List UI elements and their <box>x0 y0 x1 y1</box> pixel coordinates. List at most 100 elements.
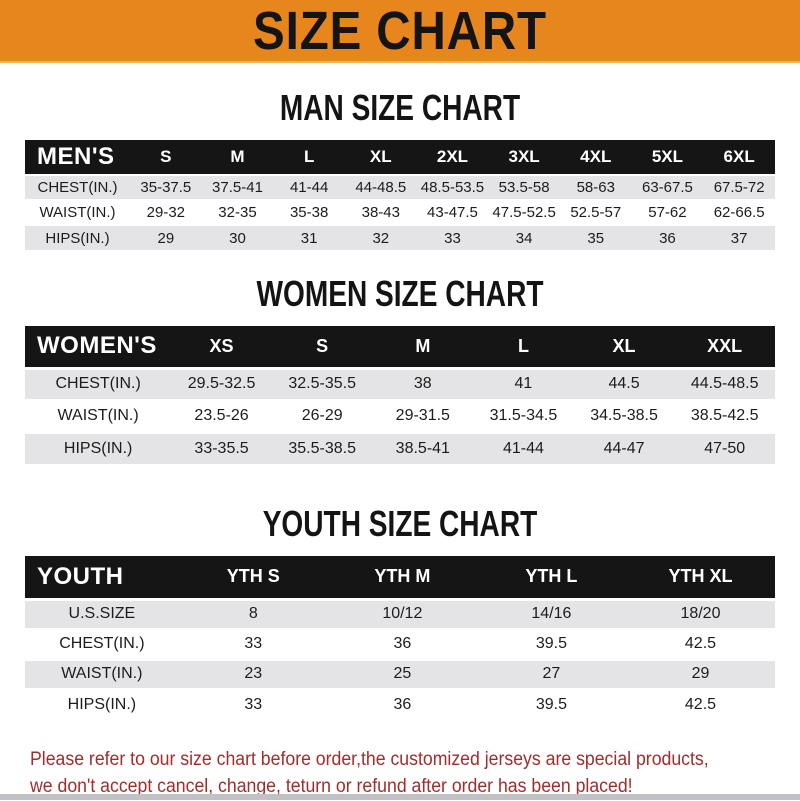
size-cell: 29-32 <box>130 199 202 225</box>
size-cell: 33 <box>178 627 328 659</box>
size-cell: 33 <box>178 687 328 719</box>
men-size-table: MEN'S S M L XL 2XL 3XL 4XL 5XL 6XL CHEST… <box>25 140 775 250</box>
women-group-header: WOMEN'S <box>25 326 172 368</box>
youth-section-title: YOUTH SIZE CHART <box>262 503 538 544</box>
size-cell: 44.5 <box>573 366 675 400</box>
row-label: CHEST(IN.) <box>25 174 130 200</box>
men-col-header: M <box>201 140 274 175</box>
row-label: WAIST(IN.) <box>25 199 130 225</box>
row-label: WAIST(IN.) <box>25 398 172 432</box>
size-cell: 33-35.5 <box>171 430 272 464</box>
banner: SIZE CHART <box>0 0 800 63</box>
women-col-header: XS <box>171 326 272 368</box>
women-waist-row: WAIST(IN.) 23.5-26 26-29 29-31.5 31.5-34… <box>25 398 775 432</box>
bottom-strip <box>0 794 800 800</box>
row-label: CHEST(IN.) <box>25 627 179 659</box>
size-cell: 37 <box>703 224 775 250</box>
size-cell: 44.5-48.5 <box>674 366 775 400</box>
size-cell: 35-38 <box>273 199 345 225</box>
women-hips-row: HIPS(IN.) 33-35.5 35.5-38.5 38.5-41 41-4… <box>25 430 775 464</box>
women-header-row: WOMEN'S XS S M L XL XXL <box>25 326 775 368</box>
women-col-header: M <box>372 326 474 368</box>
disclaimer-line-2: we don't accept cancel, change, teturn o… <box>30 775 633 797</box>
size-cell: 37.5-41 <box>201 174 274 200</box>
size-cell: 53.5-58 <box>488 174 560 200</box>
youth-size-table: YOUTH YTH S YTH M YTH L YTH XL U.S.SIZE … <box>25 556 775 719</box>
men-header-row: MEN'S S M L XL 2XL 3XL 4XL 5XL 6XL <box>25 140 775 175</box>
size-cell: 44-47 <box>573 430 675 464</box>
row-label: HIPS(IN.) <box>25 224 130 250</box>
size-cell: 35 <box>559 224 632 250</box>
youth-col-header: YTH S <box>178 556 328 599</box>
men-col-header: 4XL <box>559 140 632 175</box>
size-cell: 33 <box>416 224 489 250</box>
size-cell: 29 <box>625 657 775 689</box>
size-cell: 42.5 <box>625 687 775 719</box>
size-cell: 26-29 <box>271 398 373 432</box>
size-cell: 39.5 <box>476 627 626 659</box>
size-cell: 47.5-52.5 <box>488 199 560 225</box>
size-cell: 34.5-38.5 <box>573 398 675 432</box>
men-col-header: 5XL <box>631 140 704 175</box>
size-cell: 32-35 <box>201 199 274 225</box>
size-cell: 31.5-34.5 <box>473 398 574 432</box>
size-cell: 39.5 <box>476 687 626 719</box>
men-hips-row: HIPS(IN.) 29 30 31 32 33 34 35 36 37 <box>25 224 775 250</box>
size-cell: 52.5-57 <box>559 199 632 225</box>
row-label: HIPS(IN.) <box>25 430 172 464</box>
youth-group-header: YOUTH <box>25 556 179 599</box>
size-cell: 63-67.5 <box>631 174 704 200</box>
size-cell: 36 <box>327 687 477 719</box>
disclaimer: Please refer to our size chart before or… <box>30 747 746 801</box>
size-cell: 23.5-26 <box>171 398 272 432</box>
youth-waist-row: WAIST(IN.) 23 25 27 29 <box>25 657 775 689</box>
size-cell: 35.5-38.5 <box>271 430 373 464</box>
women-size-table: WOMEN'S XS S M L XL XXL CHEST(IN.) 29.5-… <box>25 326 775 464</box>
women-col-header: XL <box>573 326 675 368</box>
size-cell: 23 <box>178 657 328 689</box>
women-col-header: S <box>271 326 373 368</box>
disclaimer-line-1: Please refer to our size chart before or… <box>30 749 709 770</box>
men-chest-row: CHEST(IN.) 35-37.5 37.5-41 41-44 44-48.5… <box>25 174 775 200</box>
women-section-title: WOMEN SIZE CHART <box>256 273 544 314</box>
size-cell: 44-48.5 <box>344 174 417 200</box>
size-cell: 38 <box>372 366 474 400</box>
size-cell: 58-63 <box>559 174 632 200</box>
men-col-header: L <box>273 140 345 175</box>
youth-col-header: YTH M <box>327 556 477 599</box>
size-cell: 42.5 <box>625 627 775 659</box>
men-col-header: S <box>130 140 202 175</box>
men-waist-row: WAIST(IN.) 29-32 32-35 35-38 38-43 43-47… <box>25 199 775 225</box>
size-cell: 47-50 <box>674 430 775 464</box>
youth-header-row: YOUTH YTH S YTH M YTH L YTH XL <box>25 556 775 599</box>
men-col-header: 3XL <box>488 140 560 175</box>
size-cell: 14/16 <box>476 597 626 629</box>
youth-hips-row: HIPS(IN.) 33 36 39.5 42.5 <box>25 687 775 719</box>
size-cell: 8 <box>178 597 328 629</box>
row-label: WAIST(IN.) <box>25 657 179 689</box>
men-group-header: MEN'S <box>25 140 130 175</box>
size-cell: 10/12 <box>327 597 477 629</box>
youth-chest-row: CHEST(IN.) 33 36 39.5 42.5 <box>25 627 775 659</box>
row-label: CHEST(IN.) <box>25 366 172 400</box>
row-label: U.S.SIZE <box>25 597 179 629</box>
youth-col-header: YTH L <box>476 556 626 599</box>
men-col-header: 2XL <box>416 140 489 175</box>
size-cell: 32 <box>344 224 417 250</box>
women-col-header: XXL <box>674 326 775 368</box>
size-cell: 34 <box>488 224 560 250</box>
size-cell: 38-43 <box>344 199 417 225</box>
size-cell: 41-44 <box>273 174 345 200</box>
size-cell: 38.5-41 <box>372 430 474 464</box>
men-col-header: XL <box>344 140 417 175</box>
size-cell: 38.5-42.5 <box>674 398 775 432</box>
size-cell: 32.5-35.5 <box>271 366 373 400</box>
size-cell: 36 <box>327 627 477 659</box>
size-cell: 31 <box>273 224 345 250</box>
women-col-header: L <box>473 326 574 368</box>
men-section-title: MAN SIZE CHART <box>279 87 521 128</box>
size-cell: 57-62 <box>631 199 704 225</box>
size-cell: 36 <box>631 224 704 250</box>
size-cell: 29.5-32.5 <box>171 366 272 400</box>
